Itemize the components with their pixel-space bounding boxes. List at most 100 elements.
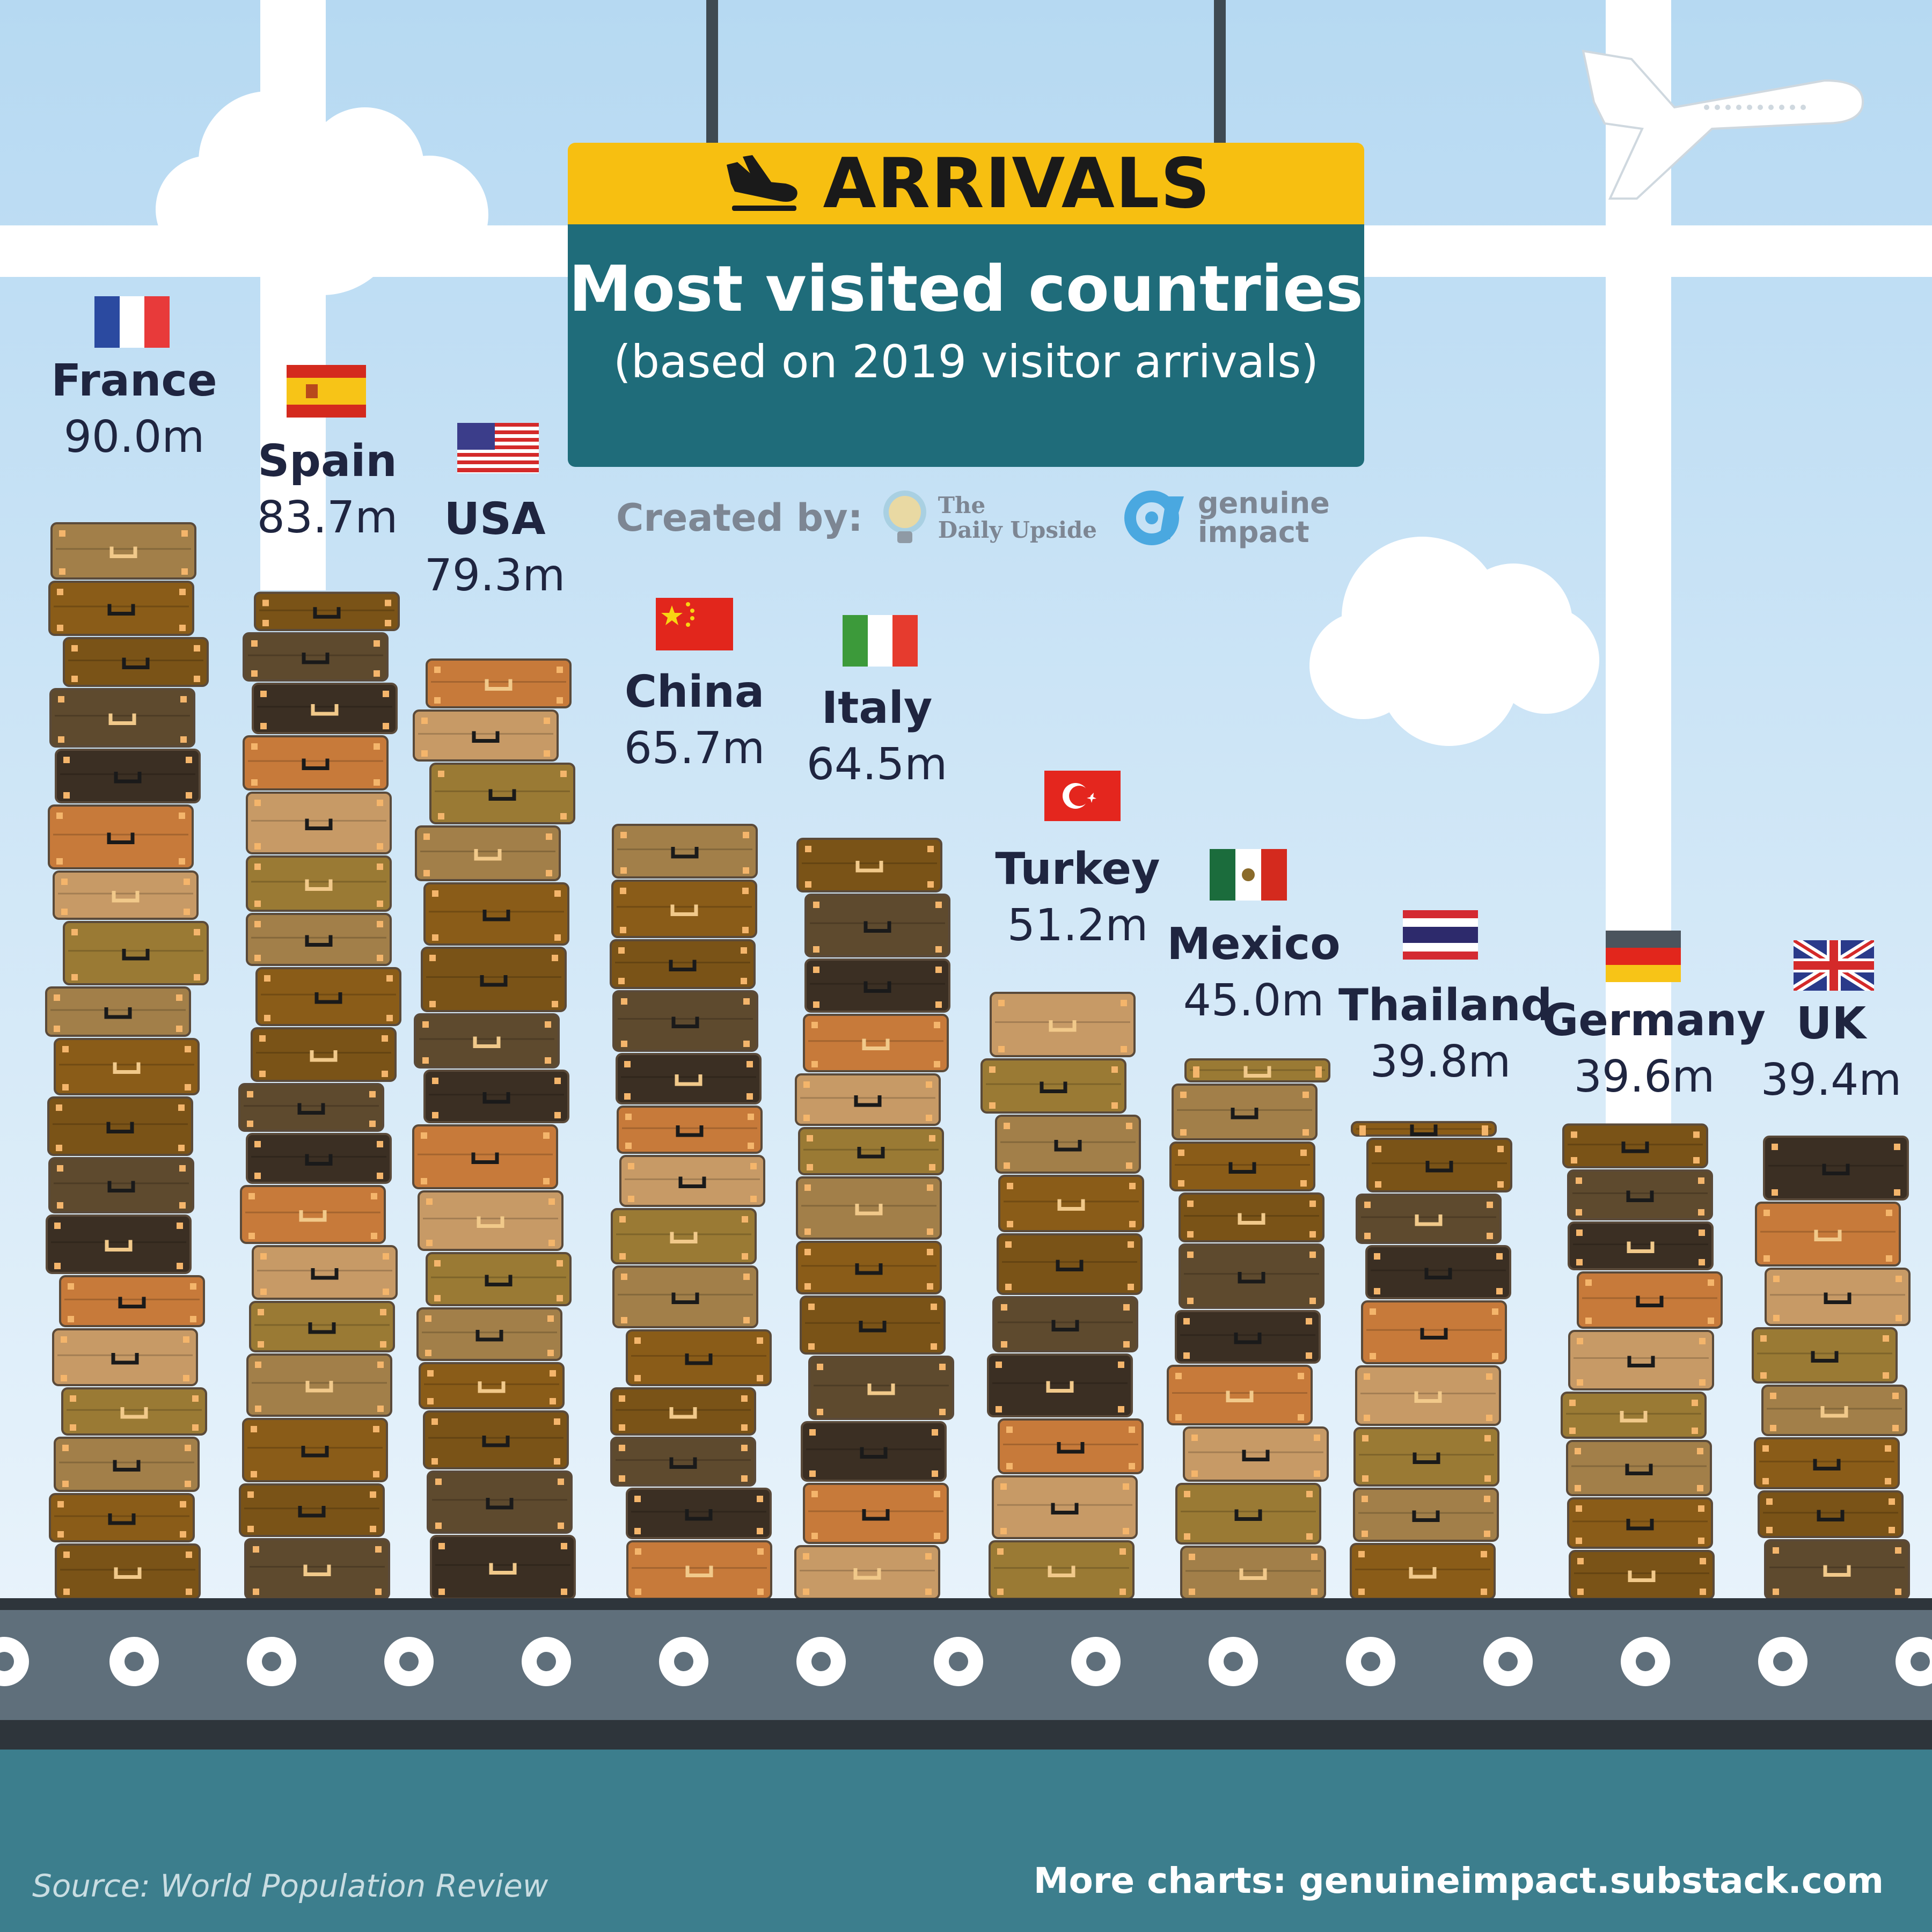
suitcase (804, 894, 950, 957)
suitcase (1758, 1490, 1904, 1538)
suitcase (47, 1096, 193, 1156)
roller-hub (949, 1652, 968, 1671)
suitcase (1567, 1497, 1713, 1549)
suitcase (54, 1437, 200, 1492)
germany-flag (1606, 931, 1681, 982)
floor (0, 1750, 1932, 1932)
suitcase (48, 804, 194, 869)
suitcase (251, 1027, 397, 1082)
suitcase (254, 591, 400, 632)
country-label-thailand: Thailand 39.8m (1338, 979, 1552, 1092)
suitcase (626, 1488, 772, 1539)
turkey-flag (1044, 771, 1121, 821)
suitcase (980, 1058, 1126, 1114)
suitcase (413, 709, 559, 762)
suitcase (423, 1410, 569, 1469)
suitcase (252, 1245, 398, 1300)
suitcase (803, 1014, 949, 1072)
suitcase (1353, 1488, 1499, 1542)
suitcase (808, 1356, 954, 1420)
chart-title: Most visited countries (568, 252, 1364, 326)
country-label-china: China 65.7m (592, 665, 796, 778)
mexico-flag (1210, 849, 1287, 901)
suitcase (796, 1176, 942, 1240)
suitcase (997, 1233, 1143, 1295)
roller-hub (1911, 1652, 1930, 1671)
genuine-impact-logo: genuine impact (1124, 488, 1330, 547)
roller-hub (674, 1652, 693, 1671)
suitcase (423, 882, 569, 946)
italy-flag (843, 615, 918, 667)
suitcase (1366, 1138, 1512, 1192)
suitcase (1179, 1192, 1324, 1242)
credits-label: Created by: (616, 496, 863, 540)
country-label-italy: Italy 64.5m (775, 682, 979, 794)
suitcase (243, 735, 389, 791)
suitcase (611, 1208, 757, 1264)
suitcase (49, 1493, 195, 1542)
arrivals-sign: ARRIVALS Most visited countries (based o… (568, 143, 1364, 467)
country-name: Spain (258, 436, 397, 487)
source-note: Source: World Population Review (32, 1868, 548, 1904)
suitcase (998, 1418, 1144, 1474)
suitcase (418, 1190, 564, 1251)
suitcase (61, 1387, 207, 1436)
france-flag (94, 296, 170, 348)
suitcase (63, 921, 209, 985)
suitcase (1175, 1310, 1321, 1364)
suitcase (1561, 1392, 1707, 1439)
suitcase (798, 1127, 944, 1175)
suitcase (54, 1038, 200, 1095)
roller-hub (537, 1652, 556, 1671)
suitcase (610, 1387, 756, 1436)
suitcase (52, 1328, 198, 1386)
suitcase (617, 1106, 763, 1154)
suitcase (1752, 1327, 1898, 1384)
suitcase (1183, 1426, 1329, 1482)
suitcase (1763, 1136, 1909, 1201)
suitcase-stacks (45, 522, 1911, 1600)
suitcase (426, 658, 572, 708)
country-name: Turkey (995, 844, 1160, 895)
suitcase (1764, 1539, 1910, 1600)
bar-italy (794, 838, 954, 1600)
suitcase (55, 749, 201, 803)
suitcase (48, 581, 194, 636)
suitcase (619, 1155, 765, 1207)
suitcase (1355, 1365, 1501, 1426)
suitcase (1765, 1268, 1911, 1326)
suitcase (1167, 1365, 1313, 1425)
roller (0, 1637, 29, 1686)
more-charts-link[interactable]: More charts: genuineimpact.substack.com (1033, 1860, 1884, 1901)
cloud (1309, 537, 1599, 746)
roller-hub (811, 1652, 831, 1671)
country-label-turkey: Turkey 51.2m (976, 843, 1180, 955)
genuine-impact-icon (1124, 491, 1184, 545)
airplane-icon (1582, 49, 1864, 200)
suitcase (1567, 1169, 1713, 1220)
suitcase (800, 1296, 946, 1355)
country-label-france: France 90.0m (32, 354, 236, 467)
suitcase (990, 992, 1136, 1057)
suitcase (238, 1083, 384, 1132)
suitcase (429, 763, 575, 824)
suitcase (48, 1157, 194, 1213)
country-value: 79.3m (424, 550, 566, 601)
conveyor-belt-edge (0, 1720, 1932, 1750)
suitcase (1566, 1440, 1712, 1496)
bar-thailand (1350, 1121, 1512, 1600)
spain-flag (287, 365, 366, 418)
suitcase (1356, 1194, 1502, 1244)
genuine-impact-logo-line1: genuine (1198, 486, 1330, 520)
suitcase (1568, 1330, 1714, 1391)
bar-mexico (1167, 1058, 1330, 1600)
bar-china (610, 824, 772, 1600)
suitcase (59, 1275, 205, 1327)
suitcase (612, 1265, 758, 1328)
suitcase (55, 1543, 201, 1600)
arrivals-label: ARRIVALS (823, 143, 1211, 224)
roller-hub (1224, 1652, 1243, 1671)
bar-germany (1561, 1123, 1723, 1600)
suitcase (242, 1418, 388, 1482)
country-value: 64.5m (806, 739, 948, 790)
